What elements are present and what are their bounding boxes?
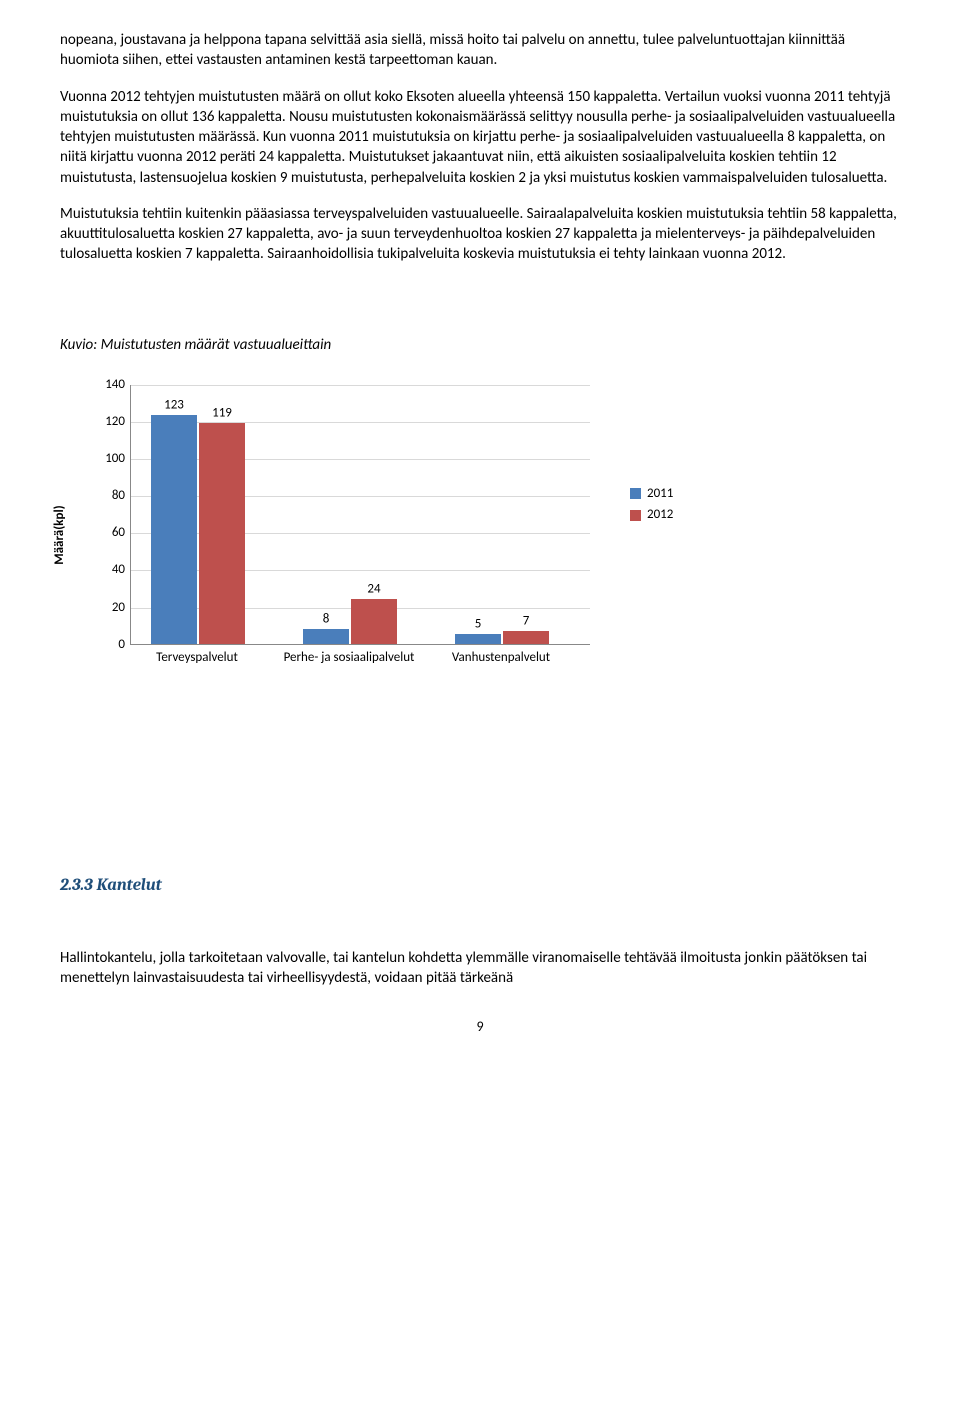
- y-tick-label: 80: [95, 487, 125, 505]
- bar-value-label: 119: [212, 404, 232, 422]
- bar: [351, 599, 397, 644]
- y-tick-label: 60: [95, 525, 125, 543]
- bar: [199, 423, 245, 644]
- x-category-label: Vanhustenpalvelut: [431, 649, 571, 667]
- bar-chart: Määrä(kpl) 02040608010012014012311982457…: [70, 375, 770, 695]
- legend-swatch: [630, 488, 641, 499]
- bar: [455, 634, 501, 643]
- legend-swatch: [630, 510, 641, 521]
- y-tick-label: 100: [95, 450, 125, 468]
- y-tick-label: 40: [95, 562, 125, 580]
- paragraph-3: Muistutuksia tehtiin kuitenkin pääasiass…: [60, 204, 900, 265]
- legend-label: 2012: [647, 506, 673, 524]
- bar: [151, 415, 197, 643]
- bar-value-label: 5: [475, 616, 482, 634]
- legend-item: 2012: [630, 506, 673, 524]
- legend-item: 2011: [630, 485, 673, 503]
- paragraph-1: nopeana, joustavana ja helppona tapana s…: [60, 30, 900, 71]
- paragraph-2: Vuonna 2012 tehtyjen muistutusten määrä …: [60, 87, 900, 188]
- bar-value-label: 24: [367, 581, 380, 599]
- y-tick-label: 20: [95, 599, 125, 617]
- y-tick-label: 0: [95, 636, 125, 654]
- page-number: 9: [60, 1018, 900, 1037]
- section-heading: 2.3.3 Kantelut: [60, 875, 900, 898]
- y-axis-label: Määrä(kpl): [51, 505, 69, 564]
- x-category-label: Perhe- ja sosiaalipalvelut: [279, 649, 419, 667]
- grid-line: [131, 385, 590, 386]
- y-tick-label: 140: [95, 376, 125, 394]
- chart-legend: 2011 2012: [630, 485, 673, 528]
- bar: [503, 631, 549, 644]
- figure-caption: Kuvio: Muistutusten määrät vastuualueitt…: [60, 335, 900, 355]
- bar-value-label: 7: [523, 612, 530, 630]
- bar: [303, 629, 349, 644]
- bar-value-label: 123: [164, 397, 184, 415]
- y-tick-label: 120: [95, 413, 125, 431]
- x-category-label: Terveyspalvelut: [127, 649, 267, 667]
- bar-value-label: 8: [323, 610, 330, 628]
- chart-plot-area: 02040608010012014012311982457: [130, 385, 590, 645]
- legend-label: 2011: [647, 485, 673, 503]
- paragraph-4: Hallintokantelu, jolla tarkoitetaan valv…: [60, 948, 900, 989]
